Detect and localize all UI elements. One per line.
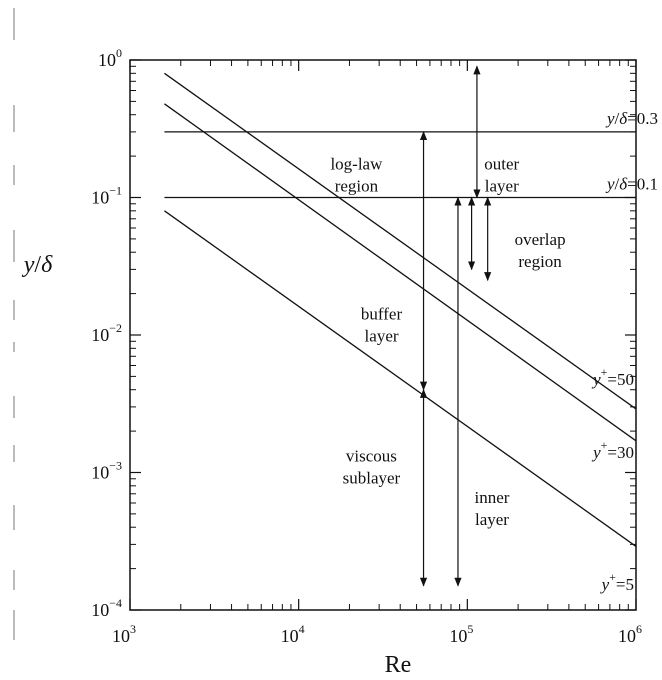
series-label: y+=30 xyxy=(591,438,634,462)
y-tick-label: 10−1 xyxy=(91,184,122,208)
series-label: y+=5 xyxy=(600,570,634,594)
hline-label-var: y xyxy=(605,175,615,194)
annotation-line: outer xyxy=(484,154,519,173)
y-tick-base: 10 xyxy=(91,325,109,345)
reference-lines: y/δ=0.3y/δ=0.1 xyxy=(164,109,658,199)
range-arrows xyxy=(419,65,492,587)
x-tick-base: 10 xyxy=(112,626,130,646)
annotation-line: log-law xyxy=(330,154,383,173)
series-label-var: y xyxy=(591,443,601,462)
x-axis-label: Re xyxy=(385,652,412,678)
hline-label-sep: / xyxy=(615,175,620,194)
x-tick-label: 103 xyxy=(112,622,136,646)
annotation-line: region xyxy=(518,252,562,271)
series-label-sup: + xyxy=(609,570,616,584)
series-line-1 xyxy=(164,103,637,442)
region-annotation: outer layer xyxy=(484,154,519,195)
region-annotation: inner layer xyxy=(475,488,510,529)
region-annotation: buffer layer xyxy=(361,304,403,345)
axis-labels: Re y/δ xyxy=(22,252,412,678)
series-label-var: y xyxy=(591,370,601,389)
y-tick-base: 10 xyxy=(91,463,109,483)
series-line-2 xyxy=(164,210,637,547)
series-label-sup: + xyxy=(601,438,608,452)
region-annotations: log-law region outer layer overlap region buff… xyxy=(330,154,565,529)
y-axis-label: y/δ xyxy=(22,252,53,278)
x-tick-label: 106 xyxy=(618,622,642,646)
y-tick-label: 10−2 xyxy=(91,321,122,345)
series-label-var: y xyxy=(600,575,610,594)
annotation-line: region xyxy=(335,176,379,195)
region-annotation: overlap region xyxy=(515,230,566,271)
series-label-val: =5 xyxy=(616,575,634,594)
annotation-line: inner xyxy=(475,488,510,507)
y-tick-base: 10 xyxy=(98,50,116,70)
hline-label-sep: / xyxy=(615,109,620,128)
x-tick-exp: 3 xyxy=(130,622,136,636)
hline-label: y/δ=0.3 xyxy=(605,109,658,128)
hline-label-sym: δ xyxy=(619,175,628,194)
y-tick-exp: −3 xyxy=(109,459,122,473)
x-tick-label: 104 xyxy=(281,622,305,646)
hline-label-sym: δ xyxy=(619,109,628,128)
annotation-line: overlap xyxy=(515,230,566,249)
y-tick-base: 10 xyxy=(91,600,109,620)
hline-label-var: y xyxy=(605,109,615,128)
hline-label-val: =0.3 xyxy=(627,109,658,128)
y-tick-exp: 0 xyxy=(116,46,122,60)
series-label: y+=50 xyxy=(591,365,634,389)
series-lines: y+=50y+=30y+=5 xyxy=(164,72,637,594)
region-annotation: log-law region xyxy=(330,154,383,195)
annotation-line: layer xyxy=(365,326,399,345)
annotation-line: layer xyxy=(485,176,519,195)
x-tick-exp: 4 xyxy=(299,622,305,636)
series-label-sup: + xyxy=(601,365,608,379)
y-axis-label-var: y xyxy=(22,252,35,278)
annotation-line: layer xyxy=(475,510,509,529)
x-tick-exp: 5 xyxy=(467,622,473,636)
y-tick-exp: −1 xyxy=(109,184,122,198)
hline-label: y/δ=0.1 xyxy=(605,175,658,194)
annotation-line: sublayer xyxy=(343,469,401,488)
y-tick-base: 10 xyxy=(91,188,109,208)
y-axis-label-sep: / xyxy=(34,252,41,278)
y-tick-label: 10−3 xyxy=(91,459,122,483)
annotation-line: buffer xyxy=(361,304,403,323)
x-tick-base: 10 xyxy=(281,626,299,646)
y-tick-label: 100 xyxy=(98,46,122,70)
x-tick-base: 10 xyxy=(449,626,467,646)
hline-label-val: =0.1 xyxy=(627,175,658,194)
y-axis-label-sym: δ xyxy=(41,252,53,278)
series-label-val: =50 xyxy=(607,370,634,389)
y-tick-exp: −4 xyxy=(109,596,122,610)
x-tick-label: 105 xyxy=(449,622,473,646)
region-annotation: viscous sublayer xyxy=(343,447,401,488)
y-tick-exp: −2 xyxy=(109,321,122,335)
x-tick-exp: 6 xyxy=(636,622,642,636)
y-tick-label: 10−4 xyxy=(91,596,122,620)
series-label-val: =30 xyxy=(607,443,634,462)
x-tick-base: 10 xyxy=(618,626,636,646)
series-line-0 xyxy=(164,72,637,410)
annotation-line: viscous xyxy=(346,447,397,466)
